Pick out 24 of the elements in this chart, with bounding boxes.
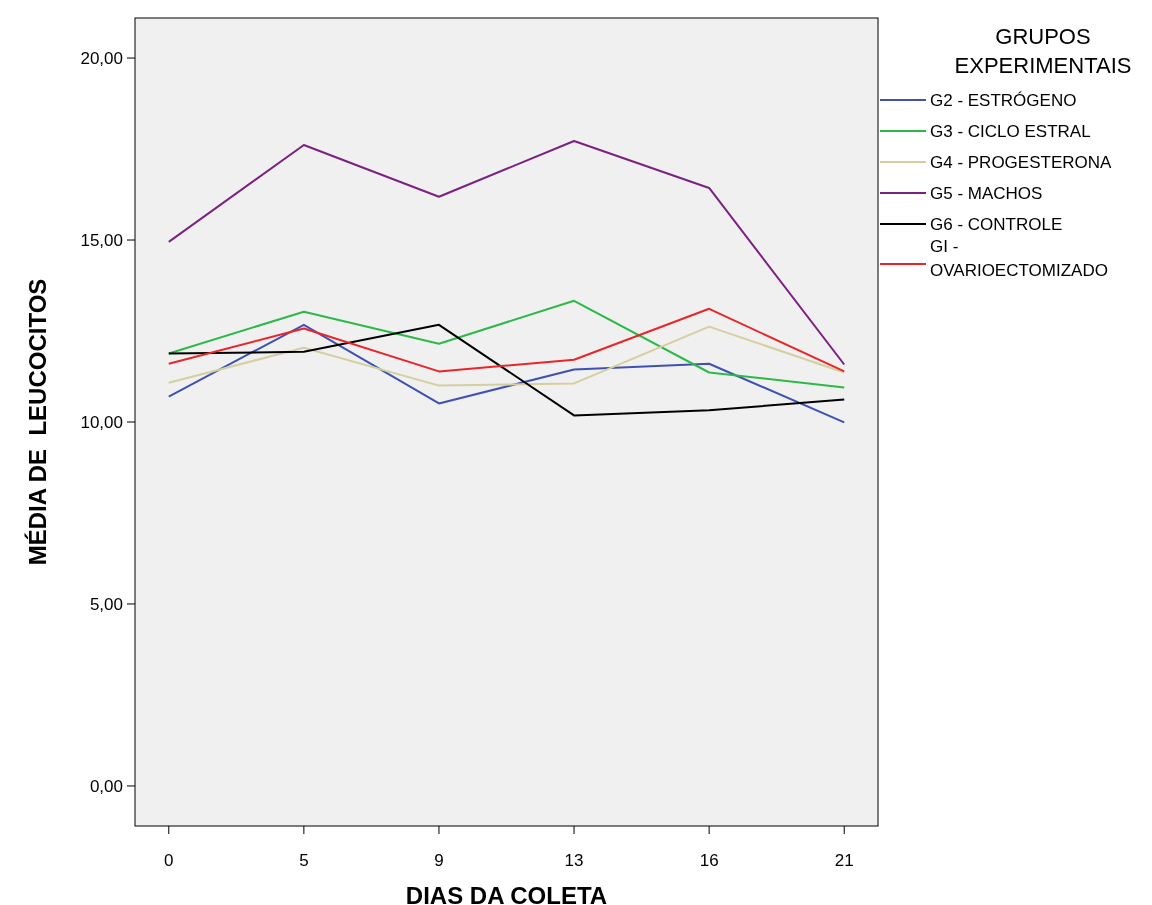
legend-label: G6 - CONTROLE [930, 215, 1063, 234]
legend-label: G2 - ESTRÓGENO [930, 91, 1077, 110]
y-axis-title: MÉDIA DE LEUCOCITOS [24, 278, 51, 566]
x-tick-label: 9 [434, 851, 444, 870]
legend-title: GRUPOS EXPERIMENTAIS [954, 24, 1132, 78]
legend-label: G3 - CICLO ESTRAL [930, 122, 1091, 141]
y-tick-label: 15,00 [80, 231, 123, 251]
x-tick-label: 0 [164, 851, 174, 870]
line-series [167, 307, 846, 373]
legend-label: G5 - MACHOS [930, 184, 1043, 203]
y-tick-label: 10,00 [80, 413, 123, 432]
line-series [167, 140, 846, 366]
x-axis-title: DIAS DA COLETA [405, 882, 608, 905]
y-tick-label: 20,00 [80, 49, 123, 69]
x-tick-label: 21 [834, 851, 854, 870]
legend-label: G4 - PROGESTERONA [930, 153, 1113, 172]
legend-label: GI - OVARIOECTOMIZADO [930, 237, 1108, 280]
x-tick-label: 16 [699, 851, 719, 870]
line-series [167, 325, 846, 387]
y-tick-label: 0,00 [89, 776, 123, 796]
x-tick-label: 13 [564, 851, 584, 870]
y-tick-label: 5,00 [89, 594, 123, 614]
x-tick-label: 5 [299, 851, 309, 870]
line-series [167, 299, 846, 389]
